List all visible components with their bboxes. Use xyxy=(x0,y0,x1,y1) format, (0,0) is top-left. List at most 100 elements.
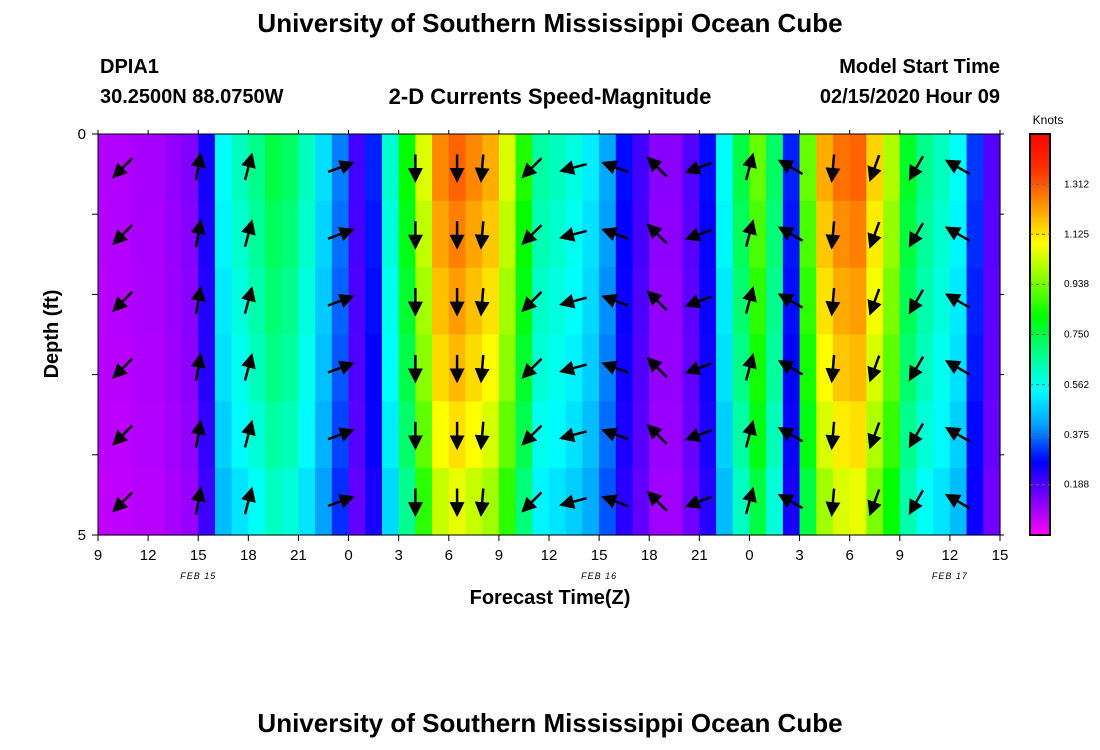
heatmap-cell xyxy=(482,468,500,536)
heatmap-cell xyxy=(148,200,166,269)
heatmap-cell xyxy=(281,334,300,402)
current-arrow xyxy=(908,422,925,449)
current-arrow xyxy=(777,293,804,309)
heatmap-cell xyxy=(883,334,901,402)
current-arrow xyxy=(474,488,490,517)
heatmap-cell xyxy=(716,334,734,402)
heatmap-cell xyxy=(432,134,450,202)
current-arrow xyxy=(825,154,841,183)
heatmap-cell xyxy=(749,200,767,269)
current-arrow xyxy=(474,287,490,317)
model-start-label: Model Start Time xyxy=(839,56,1000,78)
heatmap-cell xyxy=(883,267,901,336)
current-arrow xyxy=(241,219,256,248)
heatmap-cell xyxy=(549,468,567,536)
heatmap-cell xyxy=(148,334,166,402)
current-arrow xyxy=(241,286,256,314)
heatmap-cell xyxy=(98,401,116,469)
heatmap-cell xyxy=(799,468,817,536)
heatmap-cell xyxy=(398,468,416,536)
current-arrow xyxy=(867,221,882,249)
heatmap-cell xyxy=(315,134,333,202)
heatmap-cell xyxy=(966,134,984,202)
heatmap-cell xyxy=(148,401,166,469)
heatmap-cell xyxy=(732,468,751,536)
heatmap-cell xyxy=(832,468,851,536)
current-arrow xyxy=(777,493,804,510)
heatmap-cell xyxy=(214,200,233,269)
heatmap-cell xyxy=(582,334,600,402)
heatmap-cell xyxy=(164,134,183,202)
current-vectors xyxy=(112,152,971,518)
heatmap-cell xyxy=(766,401,784,469)
heatmap-cell xyxy=(832,134,851,202)
heatmap-cell xyxy=(582,134,600,202)
heatmap-cell xyxy=(432,200,450,269)
heatmap-cell xyxy=(415,200,433,269)
heatmap-cell xyxy=(348,267,366,336)
heatmap-cell xyxy=(415,134,433,202)
heatmap-cell xyxy=(699,401,717,469)
heatmap-cell xyxy=(799,134,817,202)
heatmap-cell xyxy=(582,267,600,336)
heatmap-cell xyxy=(498,200,517,269)
colorbar-tick-label: 0.938 xyxy=(1064,279,1089,290)
current-arrow xyxy=(944,226,971,242)
heatmap-cell xyxy=(398,134,416,202)
colorbar-ticks: 1.312 1.125 0.938 0.750 0.562 0.375 0.188 xyxy=(1030,179,1089,491)
heatmap-cell xyxy=(415,468,433,536)
current-arrow xyxy=(742,219,757,248)
heatmap-cell xyxy=(315,200,333,269)
heatmap-cell xyxy=(916,334,934,402)
current-arrow xyxy=(684,160,712,175)
x-tick-label: 0 xyxy=(745,547,753,564)
heatmap-cell xyxy=(265,134,283,202)
heatmap-cell xyxy=(98,134,116,202)
page-title-top: University of Southern Mississippi Ocean… xyxy=(257,8,843,38)
heatmap-cell xyxy=(465,267,483,336)
heatmap-cell xyxy=(231,134,249,202)
heatmap-cell xyxy=(883,401,901,469)
current-arrow xyxy=(646,356,668,378)
heatmap-cell xyxy=(933,468,951,536)
heatmap-cell xyxy=(181,200,199,269)
current-arrow xyxy=(112,291,134,313)
heatmap-cell xyxy=(265,334,283,402)
heatmap-cell xyxy=(498,134,517,202)
heatmap-cell xyxy=(799,334,817,402)
heatmap-cell xyxy=(348,401,366,469)
date-labels: FEB 15 FEB 16 FEB 17 xyxy=(180,571,967,581)
current-arrow xyxy=(521,424,543,446)
heatmap-cell xyxy=(181,334,199,402)
heatmap-cell xyxy=(816,334,834,402)
heatmap-cell xyxy=(398,200,416,269)
heatmap-cell xyxy=(181,134,199,202)
heatmap-cell xyxy=(983,134,1001,202)
heatmap-cell xyxy=(198,468,216,536)
heatmap-cell xyxy=(98,200,116,269)
heatmap-cell xyxy=(849,468,867,536)
current-arrow xyxy=(190,486,206,515)
current-arrow xyxy=(474,221,490,250)
y-axis-label: Depth (ft) xyxy=(41,290,63,379)
heatmap-cells xyxy=(98,134,1001,536)
heatmap-cell xyxy=(933,200,951,269)
heatmap-cell xyxy=(532,401,550,469)
current-arrow xyxy=(601,427,629,442)
current-arrow xyxy=(867,422,882,450)
heatmap-cell xyxy=(849,401,867,469)
heatmap-cell xyxy=(632,267,650,336)
heatmap-cell xyxy=(131,334,149,402)
heatmap-cell xyxy=(615,267,634,336)
heatmap-cell xyxy=(465,401,483,469)
heatmap-cell xyxy=(849,134,867,202)
x-tick-label: 18 xyxy=(641,547,658,564)
heatmap-cell xyxy=(966,267,984,336)
heatmap-cell xyxy=(816,468,834,536)
heatmap-cell xyxy=(549,134,567,202)
heatmap-cell xyxy=(482,401,500,469)
heatmap-cell xyxy=(983,200,1001,269)
heatmap-cell xyxy=(816,401,834,469)
heatmap-cell xyxy=(983,267,1001,336)
colorbar-tick-label: 0.375 xyxy=(1064,430,1089,441)
